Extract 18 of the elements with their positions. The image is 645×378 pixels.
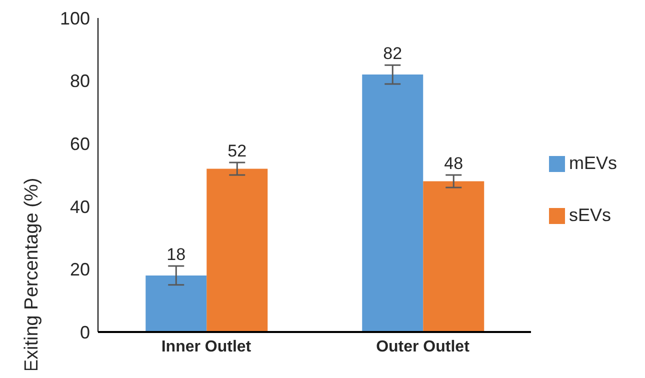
data-label: 52 bbox=[228, 141, 247, 160]
y-tick-label: 20 bbox=[70, 260, 90, 280]
bar bbox=[146, 275, 207, 332]
y-tick-label: 60 bbox=[70, 134, 90, 154]
x-tick-label: Outer Outlet bbox=[376, 338, 470, 356]
bar bbox=[362, 74, 424, 332]
y-tick-label: 80 bbox=[70, 71, 90, 92]
y-tick-label: 100 bbox=[60, 8, 90, 28]
x-tick-label: Inner Outlet bbox=[161, 338, 252, 356]
bar bbox=[423, 181, 484, 332]
data-label: 18 bbox=[166, 245, 186, 264]
bar bbox=[206, 168, 268, 332]
data-label: 48 bbox=[444, 154, 464, 173]
y-tick-label: 0 bbox=[80, 322, 90, 342]
y-tick-label: 40 bbox=[70, 196, 90, 217]
legend-label: mEVs bbox=[568, 153, 617, 173]
data-label: 82 bbox=[383, 44, 402, 64]
legend-label: sEVs bbox=[568, 205, 611, 225]
